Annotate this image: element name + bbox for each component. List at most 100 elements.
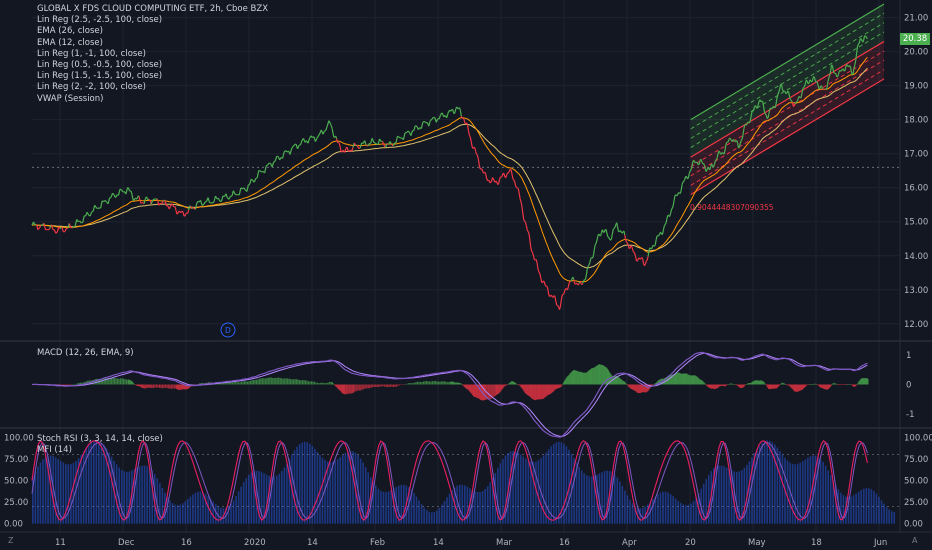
macd-histogram-bar xyxy=(709,384,712,389)
macd-histogram-bar xyxy=(236,381,238,385)
mfi-bar xyxy=(336,459,339,524)
mfi-bar xyxy=(746,465,748,524)
legend-lin-reg-2-5[interactable]: Lin Reg (2.5, -2.5, 100, close) xyxy=(37,15,163,26)
macd-histogram-bar xyxy=(455,382,458,385)
mfi-bar xyxy=(67,464,70,524)
price-line-segment xyxy=(693,159,696,163)
mfi-bar xyxy=(72,462,75,524)
price-line-segment xyxy=(453,111,456,115)
macd-histogram-bar xyxy=(66,384,68,386)
macd-histogram-bar xyxy=(155,384,158,388)
price-line-segment xyxy=(573,279,576,284)
macd-histogram-bar xyxy=(475,384,477,398)
mfi-bar xyxy=(669,494,672,524)
mfi-bar xyxy=(423,507,425,524)
price-line-segment xyxy=(38,225,42,229)
macd-histogram-bar xyxy=(847,384,849,385)
price-line-segment xyxy=(842,68,845,72)
macd-histogram-bar xyxy=(788,384,790,386)
price-line-segment xyxy=(498,176,501,180)
macd-histogram-bar xyxy=(760,380,763,385)
macd-histogram-bar xyxy=(852,384,854,387)
macd-histogram-bar xyxy=(179,384,181,390)
price-line-segment xyxy=(536,262,539,270)
price-line-segment xyxy=(550,295,553,298)
price-line-segment xyxy=(422,120,425,123)
price-line-segment xyxy=(476,155,479,159)
macd-histogram-bar xyxy=(416,381,419,385)
legend-ema-26[interactable]: EMA (26, close) xyxy=(37,26,103,37)
macd-histogram-bar xyxy=(793,384,795,391)
mfi-bar xyxy=(715,466,718,524)
macd-histogram-bar xyxy=(857,382,859,385)
macd-histogram-bar xyxy=(761,380,763,385)
price-line-segment xyxy=(524,220,526,223)
price-line-segment xyxy=(625,240,628,243)
macd-histogram-bar xyxy=(78,382,80,385)
price-line-segment xyxy=(557,305,560,308)
price-line-segment xyxy=(558,306,561,310)
time-axis-tick-label: 16 xyxy=(559,538,570,548)
mfi-bar xyxy=(377,488,380,524)
price-line-segment xyxy=(194,203,198,210)
macd-histogram-bar xyxy=(851,384,853,386)
price-line-segment xyxy=(687,173,690,179)
mfi-bar xyxy=(430,512,433,524)
price-line-segment xyxy=(562,293,565,295)
legend-ema-12[interactable]: EMA (12, close) xyxy=(37,37,103,48)
legend-lin-reg-2[interactable]: Lin Reg (2, -2, 100, close) xyxy=(37,82,146,93)
legend-lin-reg-1[interactable]: Lin Reg (1, -1, 100, close) xyxy=(37,48,146,59)
mfi-bar xyxy=(593,475,596,524)
legend-lin-reg-1-5[interactable]: Lin Reg (1.5, -1.5, 100, close) xyxy=(37,71,163,82)
mfi-bar xyxy=(324,459,326,524)
price-line-segment xyxy=(665,218,668,224)
macd-histogram-bar xyxy=(312,381,314,385)
legend-lin-reg-0-5[interactable]: Lin Reg (0.5, -0.5, 100, close) xyxy=(37,59,163,70)
mfi-bar xyxy=(103,445,105,524)
macd-histogram-bar xyxy=(465,384,467,389)
macd-histogram-bar xyxy=(755,380,757,385)
macd-histogram-bar xyxy=(757,380,759,385)
legend-vwap[interactable]: VWAP (Session) xyxy=(37,93,104,104)
mfi-bar xyxy=(680,503,682,524)
price-line-segment xyxy=(456,106,459,110)
price-line-segment xyxy=(268,162,271,165)
last-price-tag: 20.38 xyxy=(900,33,930,45)
mfi-bar xyxy=(514,451,517,524)
mfi-bar xyxy=(92,440,95,524)
price-line-segment xyxy=(705,169,708,172)
price-line-segment xyxy=(776,94,779,99)
macd-histogram-bar xyxy=(769,384,772,390)
price-line-segment xyxy=(714,159,717,162)
price-line-segment xyxy=(510,169,513,175)
mfi-bar xyxy=(799,462,802,524)
macd-histogram-bar xyxy=(392,384,395,387)
price-line-segment xyxy=(561,293,564,296)
macd-histogram-bar xyxy=(615,375,618,385)
macd-histogram-bar xyxy=(730,383,732,385)
macd-histogram-bar xyxy=(442,381,444,385)
macd-histogram-bar xyxy=(621,379,623,385)
macd-histogram-bar xyxy=(708,384,711,388)
price-line-segment xyxy=(644,260,647,265)
stoch-rsi-title[interactable]: Stoch RSI (3, 3, 14, 14, close) xyxy=(37,434,163,444)
macd-histogram-bar xyxy=(853,384,856,387)
price-line-segment xyxy=(680,184,683,191)
macd-histogram-bar xyxy=(370,384,372,388)
price-line-segment xyxy=(760,100,763,103)
macd-histogram-bar xyxy=(646,384,648,392)
macd-histogram-bar xyxy=(495,384,497,396)
price-line-segment xyxy=(626,241,628,244)
mfi-bar xyxy=(598,473,601,524)
price-line-segment xyxy=(711,163,714,167)
price-line-segment xyxy=(220,195,224,202)
mfi-bar xyxy=(352,451,354,524)
macd-histogram-bar xyxy=(379,384,381,387)
macd-title[interactable]: MACD (12, 26, EMA, 9) xyxy=(37,348,134,358)
price-axis-tick-label: 14.00 xyxy=(904,252,928,262)
mfi-title[interactable]: MFI (14) xyxy=(37,445,72,456)
macd-histogram-bar xyxy=(640,384,643,393)
corner-right-label[interactable]: A xyxy=(912,536,918,545)
corner-left-label[interactable]: Z xyxy=(8,536,14,545)
